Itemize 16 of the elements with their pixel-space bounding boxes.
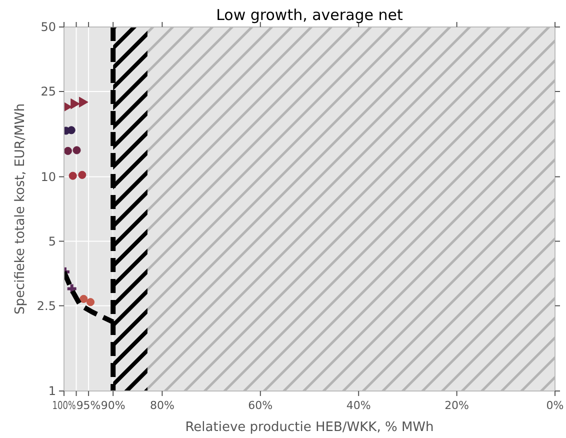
x-tick-label: 95%: [76, 399, 101, 412]
x-tick-label: 80%: [150, 399, 174, 412]
y-tick-label: 10: [40, 170, 56, 184]
y-tick-label: 2.5: [36, 298, 56, 313]
y-tick-label: 5: [48, 234, 56, 248]
x-tick-label: 0%: [546, 399, 564, 412]
y-axis-title: Specifieke totale kost, EUR/MWh: [13, 103, 28, 315]
chart-title: Low growth, average net: [216, 6, 404, 24]
y-tick-label: 25: [40, 84, 56, 99]
x-tick-label: 90%: [100, 399, 126, 412]
x-axis-title: Relatieve productie HEB/WKK, % MWh: [185, 420, 434, 435]
x-tick-label: 20%: [444, 399, 470, 412]
y-tick-label: 1: [48, 384, 56, 398]
x-tick-label: 40%: [346, 399, 371, 412]
x-tick-label: 60%: [248, 399, 273, 412]
y-tick-label: 50: [40, 20, 56, 34]
